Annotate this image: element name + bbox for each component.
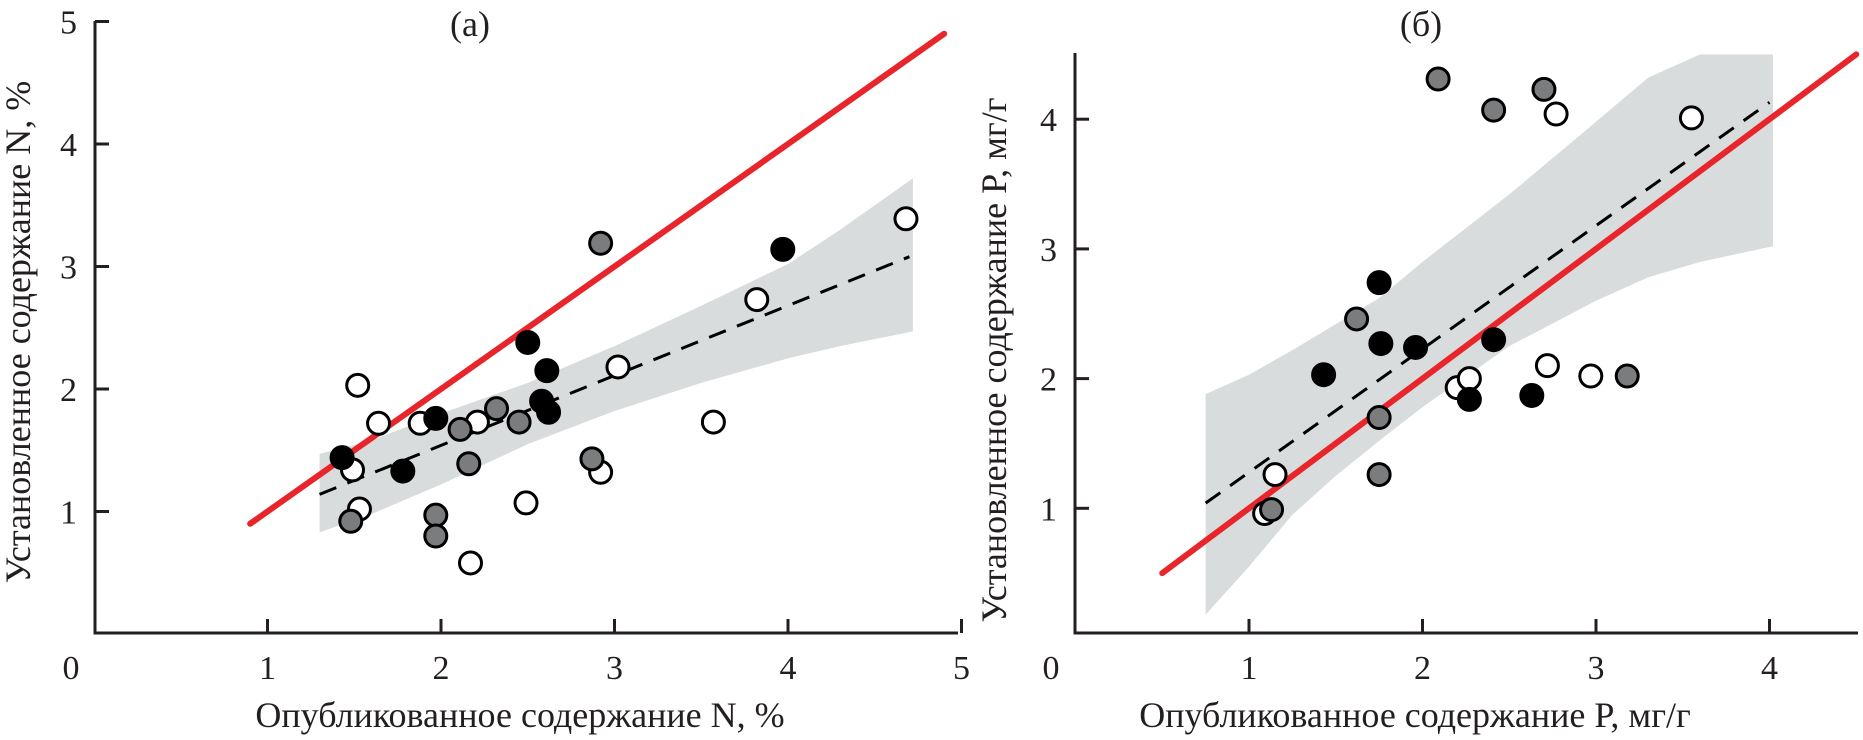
data-point-gray <box>447 416 473 442</box>
data-point-gray <box>588 230 614 256</box>
data-point-open <box>457 550 483 576</box>
data-point-black <box>1311 362 1337 388</box>
data-point-black <box>1403 334 1429 360</box>
x-tick-label: 3 <box>606 650 623 687</box>
data-point-open <box>513 490 539 516</box>
points-a <box>329 206 919 576</box>
regression-line <box>1204 101 1771 505</box>
y-tick-label: 3 <box>60 250 77 287</box>
panel-label-a: (a) <box>450 4 490 44</box>
y-tick-label: 4 <box>60 127 77 164</box>
x-axis-title-b: Опубликованное содержание P, мг/г <box>1139 695 1691 735</box>
x-tick-label: 4 <box>780 650 797 687</box>
data-point-gray <box>579 446 605 472</box>
data-point-black <box>536 399 562 425</box>
data-point-gray <box>1344 306 1370 332</box>
one-to-one-line <box>247 30 948 527</box>
data-point-gray <box>456 451 482 477</box>
data-point-gray <box>484 396 510 422</box>
data-point-open <box>605 354 631 380</box>
y-tick-label: 3 <box>1040 232 1057 269</box>
data-point-black <box>390 458 416 484</box>
x-tick-label: 1 <box>1241 650 1258 687</box>
points-b <box>1252 66 1704 526</box>
y-axis-title-b: Установленное содержание P, мг/г <box>974 98 1014 623</box>
data-point-black <box>1456 386 1482 412</box>
data-point-gray <box>1531 76 1557 102</box>
data-point-gray <box>1259 497 1285 523</box>
x-tick-label: 1 <box>259 650 276 687</box>
lines-b <box>1159 51 1860 577</box>
x-tick-label: 4 <box>1761 650 1778 687</box>
data-point-gray <box>338 508 364 534</box>
data-point-open <box>1678 105 1704 131</box>
one-to-one-line <box>1159 51 1860 577</box>
x-axis-title-a: Опубликованное содержание N, % <box>255 695 784 735</box>
y-tick-label: 5 <box>60 5 77 42</box>
x-tick-label: 3 <box>1588 650 1605 687</box>
data-point-open <box>1543 101 1569 127</box>
x-tick-label: 2 <box>433 650 450 687</box>
chart-panel-b: 0 1 2 3 4 1 2 3 4 (б) Опубликованное содержание … <box>974 4 1860 735</box>
data-point-gray <box>1366 462 1392 488</box>
chart-panel-a: 0 1 2 3 4 5 1 2 3 4 5 (a) Опубликованное содержани… <box>0 4 970 735</box>
data-point-black <box>423 405 449 431</box>
data-point-gray <box>1425 66 1451 92</box>
data-point-gray <box>423 523 449 549</box>
y-tick-label: 1 <box>60 495 77 532</box>
data-point-black <box>534 358 560 384</box>
data-point-black <box>1481 327 1507 353</box>
data-point-open <box>1262 462 1288 488</box>
data-point-black <box>770 236 796 262</box>
data-point-open <box>345 372 371 398</box>
y-tick-label: 4 <box>1040 102 1057 139</box>
data-point-black <box>515 329 541 355</box>
data-point-open <box>366 410 392 436</box>
data-point-open <box>1534 353 1560 379</box>
x-tick-label: 0 <box>1043 650 1060 687</box>
data-point-black <box>329 445 355 471</box>
data-point-open <box>700 409 726 435</box>
data-point-gray <box>506 409 532 435</box>
data-point-open <box>1578 363 1604 389</box>
data-point-open <box>744 287 770 313</box>
y-axis-title-a: Установленное содержание N, % <box>0 81 38 584</box>
x-tick-label: 0 <box>63 650 80 687</box>
data-point-open <box>1456 366 1482 392</box>
data-point-black <box>1368 331 1394 357</box>
data-point-gray <box>423 502 449 528</box>
panel-label-b: (б) <box>1400 4 1442 44</box>
data-point-black <box>1366 270 1392 296</box>
data-point-gray <box>1614 363 1640 389</box>
axes-b: 0 1 2 3 4 1 2 3 4 <box>1040 53 1858 687</box>
y-tick-label: 2 <box>60 372 77 409</box>
axes-a: 0 1 2 3 4 5 1 2 3 4 5 <box>60 5 970 688</box>
x-tick-label: 2 <box>1414 650 1431 687</box>
data-point-open <box>893 206 919 232</box>
y-tick-label: 2 <box>1040 362 1057 399</box>
data-point-gray <box>1366 405 1392 431</box>
y-tick-label: 1 <box>1040 491 1057 528</box>
data-point-gray <box>1481 97 1507 123</box>
x-tick-label: 5 <box>953 650 970 687</box>
data-point-black <box>1519 382 1545 408</box>
